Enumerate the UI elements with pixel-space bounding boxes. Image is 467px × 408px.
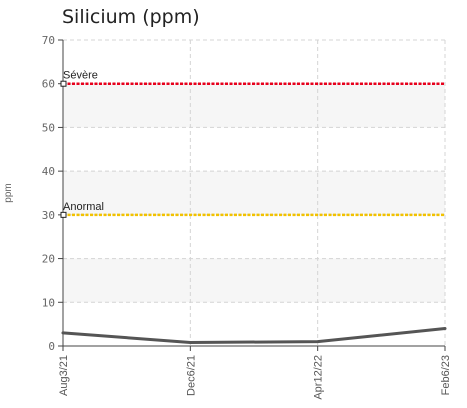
series-line <box>61 327 447 345</box>
y-tick-label: 60 <box>42 78 55 91</box>
y-tick-label: 50 <box>42 121 55 134</box>
data-point <box>316 340 319 343</box>
gridlines <box>62 39 446 346</box>
x-tick-label: Aug3/21 <box>58 355 70 396</box>
axes <box>58 39 446 351</box>
y-tick-label: 10 <box>42 296 55 309</box>
threshold-label: Anormal <box>63 201 104 213</box>
background-band <box>63 171 445 215</box>
x-tick-label: Feb6/23 <box>440 355 452 395</box>
threshold-marker <box>60 80 67 87</box>
background-bands <box>63 83 445 303</box>
background-band <box>63 83 445 128</box>
y-tick-label: 40 <box>42 165 55 178</box>
y-tick-labels: 0 10 20 30 40 50 60 70 <box>42 34 55 353</box>
y-axis-label: ppm <box>3 183 14 202</box>
y-tick-label: 30 <box>42 209 55 222</box>
x-tick-labels: Aug3/21 Dec6/21 Apr12/22 Feb6/23 <box>58 355 452 400</box>
x-tick-label: Apr12/22 <box>313 355 325 400</box>
x-tick-label: Dec6/21 <box>185 355 197 396</box>
threshold-marker <box>60 211 67 218</box>
background-band <box>63 258 445 303</box>
y-tick-label: 70 <box>42 34 55 47</box>
y-tick-label: 20 <box>42 253 55 266</box>
chart-title: Silicium (ppm) <box>62 6 200 28</box>
threshold-lines: Sévère Anormal <box>60 70 445 218</box>
data-point <box>189 341 192 344</box>
series-lines <box>61 327 447 345</box>
data-point <box>443 327 447 330</box>
data-point <box>61 331 65 335</box>
y-tick-label: 0 <box>48 340 55 353</box>
threshold-label: Sévère <box>63 70 98 82</box>
